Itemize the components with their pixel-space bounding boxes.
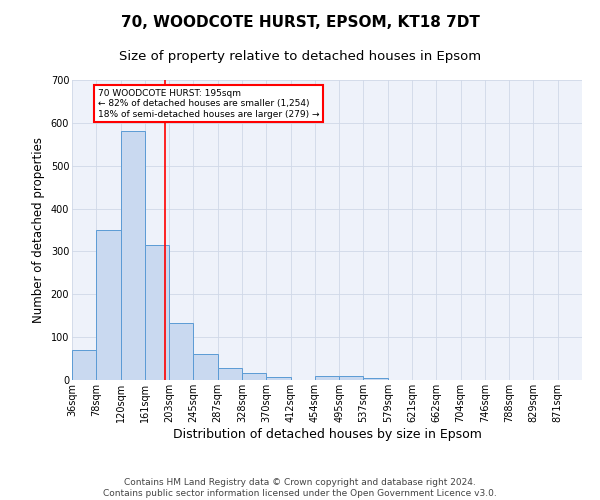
- Bar: [193, 354, 218, 380]
- Text: 70 WOODCOTE HURST: 195sqm
← 82% of detached houses are smaller (1,254)
18% of se: 70 WOODCOTE HURST: 195sqm ← 82% of detac…: [97, 89, 319, 119]
- X-axis label: Distribution of detached houses by size in Epsom: Distribution of detached houses by size …: [173, 428, 481, 440]
- Bar: [72, 350, 96, 380]
- Text: 70, WOODCOTE HURST, EPSOM, KT18 7DT: 70, WOODCOTE HURST, EPSOM, KT18 7DT: [121, 15, 479, 30]
- Bar: [121, 132, 145, 380]
- Bar: [169, 324, 193, 380]
- Y-axis label: Number of detached properties: Number of detached properties: [32, 137, 45, 323]
- Text: Contains HM Land Registry data © Crown copyright and database right 2024.
Contai: Contains HM Land Registry data © Crown c…: [103, 478, 497, 498]
- Bar: [242, 373, 266, 380]
- Bar: [266, 377, 290, 380]
- Bar: [145, 245, 169, 380]
- Text: Size of property relative to detached houses in Epsom: Size of property relative to detached ho…: [119, 50, 481, 63]
- Bar: [339, 376, 364, 380]
- Bar: [218, 368, 242, 380]
- Bar: [96, 230, 121, 380]
- Bar: [315, 376, 339, 380]
- Bar: [364, 378, 388, 380]
